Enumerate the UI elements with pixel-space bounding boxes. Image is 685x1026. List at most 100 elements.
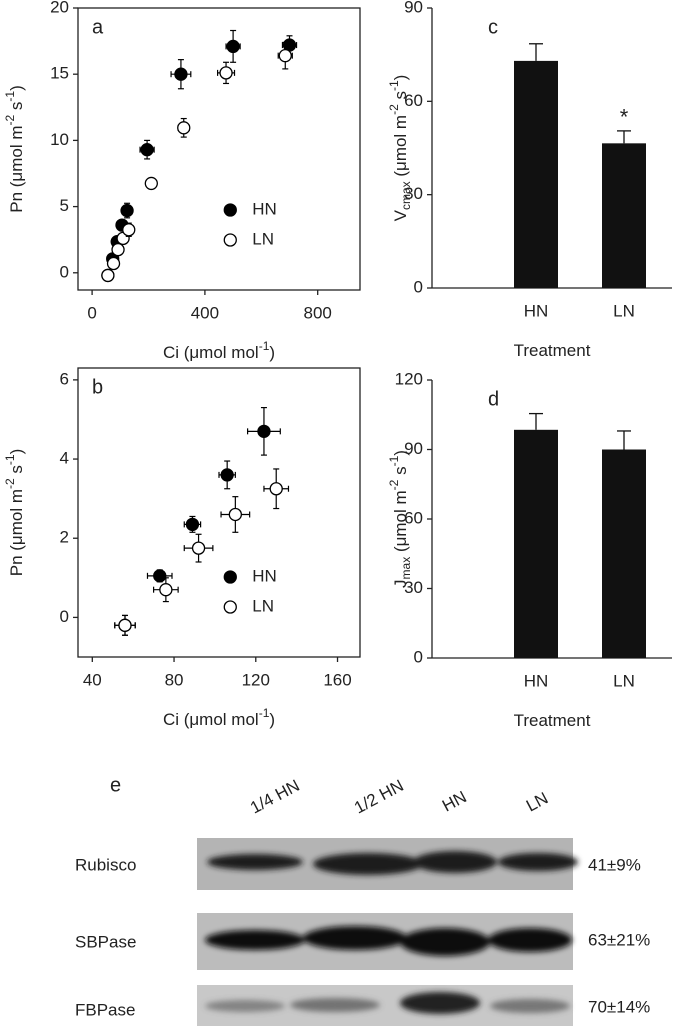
point	[257, 424, 271, 438]
point	[144, 176, 158, 191]
point	[111, 242, 125, 257]
y-tick-label: 120	[395, 369, 423, 388]
y-tick-label: 6	[60, 369, 69, 388]
x-tick-label: LN	[613, 671, 635, 690]
label-part: -2	[387, 104, 401, 115]
row-value: 70±14%	[588, 997, 650, 1016]
row-label: SBPase	[75, 932, 136, 951]
label-part: Pn (μmol m	[7, 489, 26, 576]
point	[185, 517, 200, 532]
point	[174, 67, 188, 81]
legend-label: HN	[252, 199, 277, 218]
point	[153, 569, 167, 583]
plot-frame	[77, 367, 361, 658]
legend-marker	[223, 233, 237, 247]
y-tick-label: 15	[50, 64, 69, 83]
label-part: Treatment	[514, 711, 591, 730]
label-part: (μmol m	[391, 115, 410, 181]
point	[191, 541, 206, 555]
label-part: -1	[3, 91, 17, 102]
point	[101, 268, 115, 283]
x-axis-label: Treatment	[514, 711, 591, 730]
label-part: cmax	[399, 181, 413, 210]
x-tick-label: 160	[323, 670, 351, 689]
point	[118, 618, 132, 632]
label-part: )	[7, 449, 26, 455]
label-part: (μmol m	[391, 490, 410, 556]
x-tick-label: 0	[87, 303, 96, 322]
blot-panel: e 1/4 HN 1/2 HN HN LN Rubisco 41±9% SBPa…	[75, 774, 650, 1026]
point	[219, 66, 233, 80]
label-part: s	[7, 102, 26, 115]
bands	[205, 992, 570, 1014]
y-tick-label: 30	[404, 578, 423, 597]
y-tick-label: 10	[50, 130, 69, 149]
x-tick-label: 40	[83, 670, 102, 689]
point	[106, 256, 121, 271]
x-tick-label: HN	[524, 301, 549, 320]
point	[228, 507, 242, 522]
lane-label: 1/2 HN	[351, 776, 407, 818]
y-tick-label: 90	[404, 439, 423, 458]
error-bar	[617, 130, 631, 144]
label-part: )	[7, 85, 26, 91]
x-tick-label: HN	[524, 671, 549, 690]
y-tick-label: 60	[404, 508, 423, 527]
row-label: FBPase	[75, 1000, 135, 1019]
x-axis-label: Ci (μmol mol-1)	[163, 706, 275, 729]
point	[278, 49, 292, 63]
label-part: Ci (μmol mol	[163, 710, 259, 729]
lane-label: HN	[439, 787, 470, 815]
label-part: -1	[259, 706, 270, 720]
panel-label: e	[110, 774, 121, 796]
bands	[205, 926, 572, 956]
label-part: J	[391, 579, 410, 588]
label-part: -1	[387, 455, 401, 466]
y-axis-label: Jmax (μmol m-2 s-1)	[387, 450, 413, 588]
label-part: -2	[3, 115, 17, 126]
y-tick-label: 5	[60, 196, 69, 215]
y-tick-label: 0	[414, 647, 423, 666]
point	[159, 583, 173, 597]
x-tick-label: 400	[191, 303, 219, 322]
point	[269, 482, 283, 496]
label-part: Treatment	[514, 341, 591, 360]
label-part: -1	[3, 454, 17, 465]
point	[220, 468, 234, 482]
point	[140, 143, 154, 157]
point	[177, 121, 191, 135]
x-axis-label: Treatment	[514, 341, 591, 360]
bands	[207, 851, 578, 875]
lane-label: LN	[523, 789, 551, 816]
plot-frame	[77, 7, 361, 291]
legend-marker	[223, 203, 237, 217]
point	[120, 203, 134, 218]
point	[226, 39, 240, 54]
label-part: Pn (μmol m	[7, 126, 26, 213]
panel-label: a	[92, 16, 104, 38]
row-label: Rubisco	[75, 855, 136, 874]
label-part: V	[391, 209, 410, 221]
y-tick-label: 0	[414, 277, 423, 296]
legend-marker	[223, 600, 237, 614]
y-tick-label: 20	[50, 0, 69, 16]
point	[122, 223, 136, 237]
label-part: max	[399, 557, 413, 580]
y-tick-label: 0	[60, 262, 69, 281]
y-tick-label: 90	[404, 0, 423, 16]
panel-label: c	[488, 16, 498, 38]
x-axis-label: Ci (μmol mol-1)	[163, 339, 275, 362]
y-tick-label: 30	[404, 184, 423, 203]
y-tick-label: 60	[404, 91, 423, 110]
x-tick-label: LN	[613, 301, 635, 320]
row-value: 63±21%	[588, 930, 650, 949]
label-part: -2	[3, 478, 17, 489]
label-part: )	[391, 75, 410, 81]
bar	[602, 449, 646, 658]
y-tick-label: 4	[60, 449, 69, 468]
y-tick-label: 0	[60, 607, 69, 626]
lane-label: 1/4 HN	[247, 776, 303, 818]
bar	[514, 429, 558, 658]
y-axis-label: Pn (μmol m-2 s-1)	[3, 85, 26, 213]
legend-label: HN	[252, 566, 277, 585]
